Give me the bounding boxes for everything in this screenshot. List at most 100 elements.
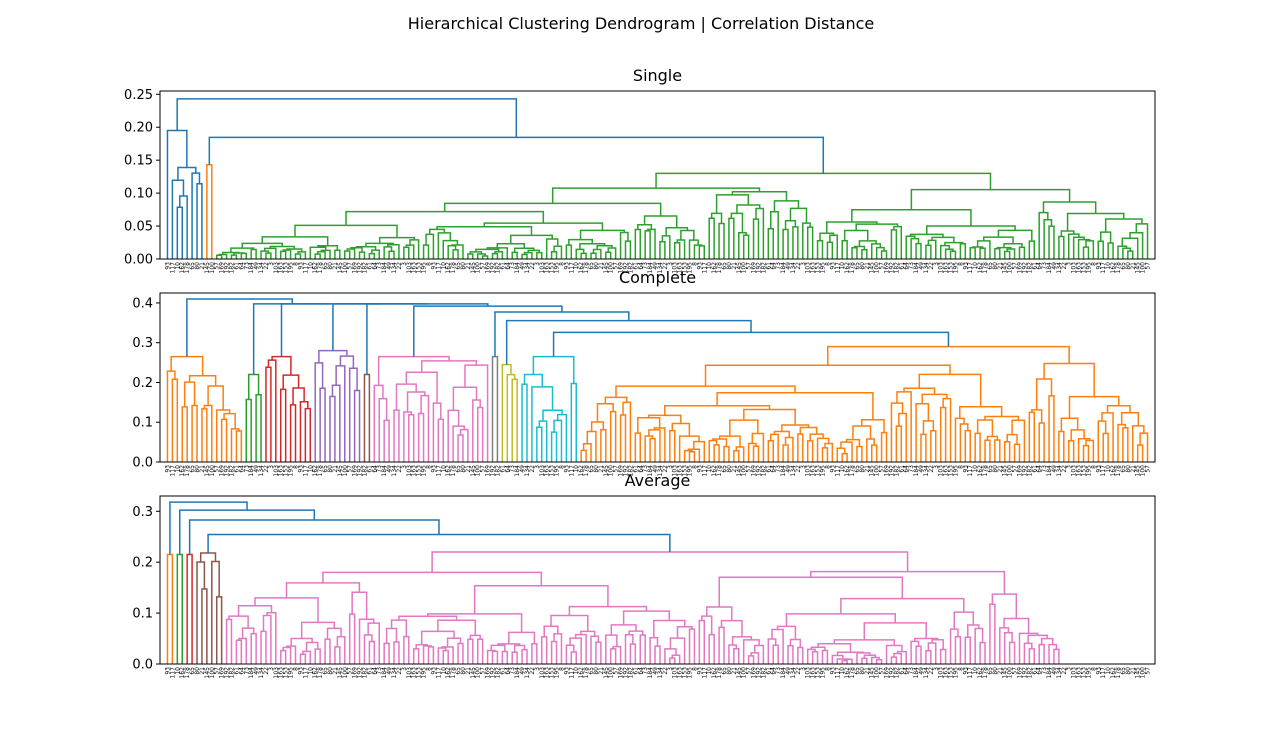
dendrogram-link: [647, 414, 682, 424]
dendrogram-link: [314, 362, 324, 462]
leaf-label: 145: [869, 262, 876, 274]
dendrogram-link: [166, 370, 176, 462]
panel-single: Single0.000.050.100.150.200.259311710162…: [124, 66, 1156, 274]
dendrogram-link: [1043, 362, 1095, 397]
leaf-label: 162: [312, 465, 319, 477]
dendrogram-link: [706, 606, 733, 621]
dendrogram-link: [1003, 632, 1013, 664]
dendrogram-link: [994, 439, 1001, 462]
leaf-label: 10: [174, 262, 181, 270]
leaf-label: 93: [962, 667, 969, 675]
dendrogram-link: [314, 648, 321, 664]
leaf-label: 117: [169, 262, 176, 274]
leaf-label: 65: [588, 262, 595, 270]
leaf-label: 100: [874, 667, 881, 679]
dendrogram-link: [592, 248, 602, 259]
leaf-label: 64: [770, 667, 777, 675]
leaf-label: 103: [805, 262, 812, 274]
leaf-label: 117: [435, 262, 442, 274]
dendrogram-link: [314, 253, 321, 259]
leaf-label: 134: [1056, 465, 1063, 477]
leaf-label: 65: [987, 465, 994, 473]
dendrogram-link: [427, 613, 523, 633]
dendrogram-link: [755, 207, 765, 259]
dendrogram-link: [1038, 643, 1045, 664]
leaf-label: 169: [352, 465, 359, 477]
leaf-label: 182: [228, 262, 235, 274]
dendrogram-link: [939, 648, 947, 664]
dendrogram-link: [511, 251, 518, 259]
leaf-label: 192: [357, 667, 364, 679]
dendrogram-link: [344, 250, 351, 259]
leaf-label: 21: [465, 262, 472, 270]
leaf-label: 192: [888, 465, 895, 477]
dendrogram-link: [964, 636, 971, 664]
dendrogram-link: [789, 207, 808, 224]
dendrogram-link: [398, 615, 458, 621]
leaf-label: 153: [815, 262, 822, 274]
leaf-label: 73: [908, 667, 915, 675]
axes-frame: [159, 495, 1156, 665]
leaf-label: 22: [1061, 667, 1068, 675]
dendrogram-link: [1139, 432, 1149, 462]
dendrogram-link: [181, 406, 188, 462]
leaf-label: 103: [539, 667, 546, 679]
leaf-label: 169: [1016, 667, 1023, 679]
dendrogram-link: [896, 650, 907, 664]
leaf-label: 100: [741, 667, 748, 679]
leaf-label: 178: [317, 465, 324, 477]
leaf-label: 117: [1100, 667, 1107, 679]
leaf-label: 10: [573, 262, 580, 270]
leaf-label: 100: [608, 465, 615, 477]
dendrogram-link: [600, 429, 607, 462]
dendrogram-link: [1135, 223, 1149, 259]
leaf-label: 8: [691, 667, 698, 671]
leaf-label: 145: [736, 465, 743, 477]
dendrogram-link: [688, 451, 696, 462]
leaf-label: 153: [416, 465, 423, 477]
dendrogram-link: [730, 212, 744, 233]
dendrogram-link: [570, 651, 577, 664]
dendrogram-link: [565, 644, 575, 664]
axes-frame: [159, 90, 1156, 260]
dendrogram-link: [491, 650, 499, 664]
leaf-label: 93: [164, 465, 171, 473]
dendrogram-link: [910, 237, 920, 259]
dendrogram-link: [634, 432, 642, 462]
leaf-label: 162: [578, 262, 585, 274]
dendrogram-link: [615, 385, 796, 398]
leaf-label: 162: [711, 667, 718, 679]
leaf-label: 117: [568, 262, 575, 274]
dendrogram-link: [622, 401, 632, 462]
y-tick-label: 0.3: [132, 505, 153, 520]
leaf-label: 153: [549, 465, 556, 477]
dendrogram-link: [643, 215, 678, 228]
leaf-label: 93: [297, 262, 304, 270]
dendrogram-link: [552, 331, 950, 357]
leaf-label: 10: [307, 667, 314, 675]
leaf-label: 93: [563, 465, 570, 473]
leaf-label: 153: [549, 667, 556, 679]
dendrogram-link: [772, 644, 779, 664]
dendrogram-link: [718, 576, 904, 607]
leaf-label: 182: [760, 465, 767, 477]
leaf-label: 93: [164, 262, 171, 270]
dendrogram-link: [1107, 242, 1114, 259]
dendrogram-link: [279, 388, 287, 462]
dendrogram-link: [575, 248, 585, 259]
leaf-label: 73: [775, 667, 782, 675]
leaf-label: 10: [972, 667, 979, 675]
leaf-label: 184: [913, 667, 920, 679]
dendrogram-link: [254, 597, 319, 623]
dendrogram-link: [609, 410, 617, 462]
dendrogram-link: [655, 172, 992, 190]
dendrogram-link: [1066, 212, 1125, 231]
dendrogram-link: [282, 646, 292, 664]
dendrogram-link: [317, 244, 339, 251]
leaf-label: 182: [893, 667, 900, 679]
leaf-label: 57: [613, 465, 620, 473]
leaf-label: 10: [972, 465, 979, 473]
dendrogram-link: [1013, 443, 1021, 462]
leaf-label: 21: [199, 667, 206, 675]
dendrogram-link: [457, 642, 464, 664]
